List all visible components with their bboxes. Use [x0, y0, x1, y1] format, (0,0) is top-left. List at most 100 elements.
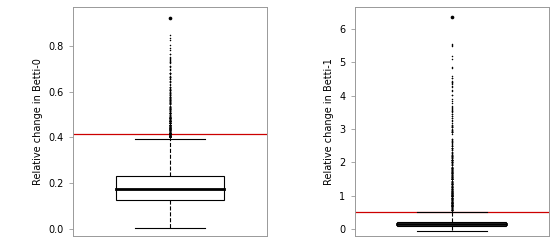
Point — [165, 75, 174, 79]
Point — [447, 176, 456, 180]
Point — [447, 200, 456, 204]
Point — [447, 198, 456, 202]
Point — [165, 58, 174, 62]
Point — [447, 76, 456, 80]
Point — [165, 118, 174, 122]
Point — [447, 202, 456, 206]
Point — [165, 122, 174, 125]
Point — [447, 138, 456, 142]
Point — [165, 132, 174, 136]
Point — [447, 132, 456, 136]
Point — [447, 185, 456, 189]
Point — [165, 126, 174, 130]
Point — [165, 128, 174, 132]
Point — [165, 123, 174, 127]
Point — [165, 129, 174, 133]
Point — [447, 173, 456, 177]
Point — [165, 119, 174, 123]
Point — [165, 77, 174, 81]
Point — [447, 177, 456, 181]
Point — [165, 131, 174, 135]
Point — [165, 111, 174, 115]
Point — [447, 79, 456, 83]
Point — [165, 101, 174, 105]
Point — [165, 135, 174, 139]
Point — [165, 75, 174, 79]
Point — [447, 192, 456, 196]
Point — [165, 133, 174, 137]
Point — [447, 191, 456, 195]
Point — [447, 158, 456, 162]
Point — [165, 76, 174, 80]
Point — [165, 121, 174, 125]
Point — [165, 88, 174, 92]
Point — [447, 185, 456, 189]
Point — [165, 128, 174, 132]
Point — [447, 175, 456, 179]
Point — [447, 204, 456, 208]
Point — [165, 71, 174, 75]
Point — [447, 175, 456, 179]
Point — [165, 121, 174, 124]
Point — [447, 173, 456, 177]
Point — [447, 177, 456, 181]
Point — [165, 132, 174, 136]
Point — [165, 135, 174, 139]
Point — [165, 121, 174, 124]
Point — [447, 161, 456, 165]
Point — [165, 116, 174, 120]
Point — [165, 117, 174, 121]
Point — [447, 160, 456, 164]
Point — [165, 135, 174, 139]
Point — [447, 208, 456, 212]
Point — [165, 121, 174, 125]
Point — [447, 145, 456, 149]
Point — [165, 134, 174, 138]
Point — [447, 166, 456, 170]
Point — [447, 80, 456, 84]
Point — [165, 92, 174, 96]
Point — [447, 144, 456, 148]
Point — [447, 196, 456, 200]
Point — [165, 127, 174, 131]
Point — [447, 141, 456, 145]
Point — [165, 119, 174, 123]
Point — [165, 135, 174, 139]
Point — [447, 201, 456, 205]
Point — [447, 205, 456, 209]
Point — [165, 109, 174, 113]
Point — [447, 170, 456, 174]
Point — [165, 121, 174, 125]
Point — [165, 124, 174, 128]
Point — [447, 206, 456, 210]
Point — [447, 166, 456, 170]
Point — [165, 108, 174, 112]
Point — [165, 106, 174, 110]
Point — [165, 119, 174, 123]
Point — [447, 208, 456, 212]
Point — [447, 110, 456, 114]
Point — [447, 197, 456, 201]
Point — [165, 108, 174, 112]
Point — [165, 79, 174, 83]
Point — [447, 121, 456, 125]
Point — [447, 177, 456, 181]
Point — [165, 134, 174, 138]
Point — [447, 137, 456, 141]
Point — [165, 120, 174, 124]
Point — [447, 196, 456, 200]
Point — [447, 42, 456, 46]
Point — [447, 130, 456, 134]
Point — [165, 119, 174, 123]
Point — [447, 198, 456, 202]
Point — [447, 180, 456, 184]
Point — [165, 134, 174, 138]
Point — [447, 170, 456, 174]
Point — [165, 127, 174, 131]
Point — [165, 128, 174, 132]
Point — [447, 182, 456, 186]
Point — [447, 194, 456, 198]
Point — [165, 98, 174, 102]
Point — [447, 167, 456, 171]
Point — [447, 143, 456, 147]
